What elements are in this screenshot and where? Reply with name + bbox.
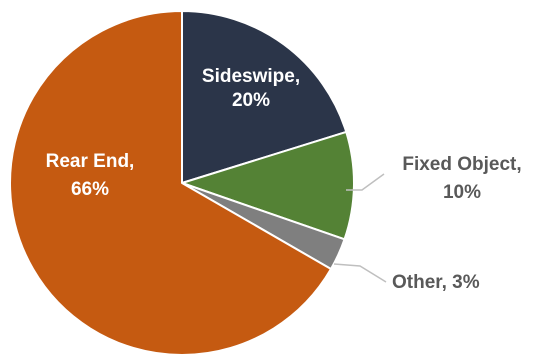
- slice-label-name: Rear End,: [46, 151, 135, 172]
- leader-line-other: [333, 263, 387, 283]
- slice-label-sideswipe: Sideswipe, 20%: [202, 66, 300, 111]
- pie-slice-fixed-object: [181, 130, 355, 241]
- leader-lines: [333, 173, 387, 283]
- pie-slices: [9, 10, 355, 356]
- slice-label-fixed-object: Fixed Object, 10%: [402, 154, 521, 203]
- pie-slice-rear-end: [9, 10, 332, 356]
- leader-line-fixed-object: [346, 173, 385, 191]
- slice-label-name: Fixed Object,: [402, 154, 521, 175]
- slice-label-value: 10%: [443, 182, 481, 203]
- slice-label-value: 20%: [232, 90, 270, 111]
- slice-label-rear-end: Rear End, 66%: [46, 151, 135, 200]
- slice-labels: Sideswipe, 20% Fixed Object, 10% Other, 3% Re…: [46, 66, 522, 293]
- slice-label-value: 66%: [71, 179, 109, 200]
- slice-label-other: Other, 3%: [392, 272, 480, 293]
- slice-label-line: Other, 3%: [392, 272, 480, 293]
- slice-label-name: Sideswipe,: [202, 66, 300, 87]
- pie-slice-sideswipe: [181, 10, 348, 184]
